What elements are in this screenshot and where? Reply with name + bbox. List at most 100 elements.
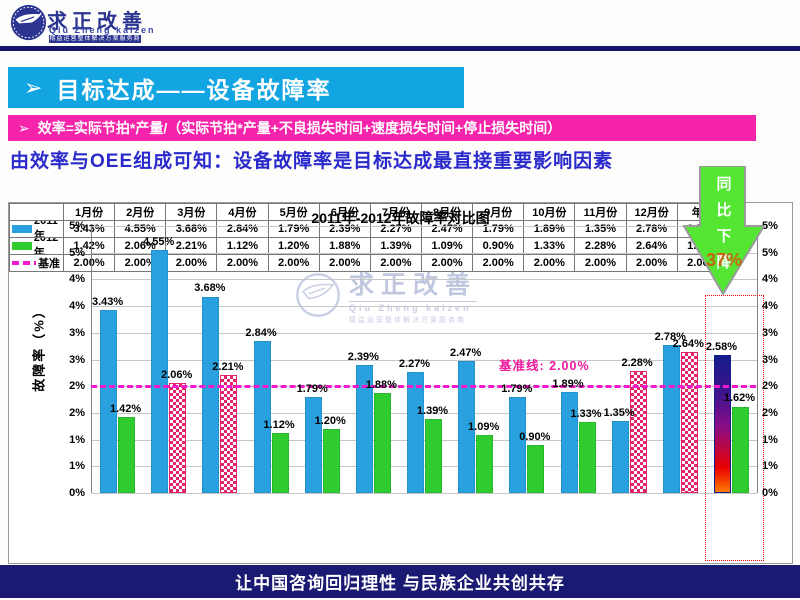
gridline xyxy=(92,359,757,361)
bar-label: 2.28% xyxy=(621,357,653,370)
bar-label: 2.21% xyxy=(212,360,244,373)
y-tick-label: 5% xyxy=(69,220,85,232)
header-divider xyxy=(0,46,800,51)
watermark-pinyin: Qiu Zheng kaizen xyxy=(349,301,478,313)
bar-2011-11月份 xyxy=(611,420,629,493)
legend-row-label: 基准 xyxy=(10,255,64,272)
bar-label: 2.06% xyxy=(161,368,193,381)
y-tick-label: 4% xyxy=(762,300,778,313)
table-cell: 9月份 xyxy=(473,204,525,221)
bar-2011-7月份 xyxy=(407,371,424,493)
table-cell: 1.42% xyxy=(64,238,116,255)
y-tick-label: 3% xyxy=(762,353,778,366)
table-cell: 2月份 xyxy=(115,204,167,221)
callout-value: 37% xyxy=(705,250,743,270)
table-cell: 0.90% xyxy=(473,238,525,255)
table-cell: 2.00% xyxy=(268,255,320,272)
table-cell: 1.33% xyxy=(524,238,576,255)
plot-area xyxy=(91,226,758,494)
bar-2012-1月份 xyxy=(118,417,136,493)
bar-2012-9月份 xyxy=(527,444,545,493)
bar-2011-3月份 xyxy=(202,296,220,493)
y-tick-label: 2% xyxy=(762,406,778,419)
table-cell: 2.00% xyxy=(370,255,422,272)
bar-label: 1.33% xyxy=(570,407,602,420)
chart-title: 2011年-2012年故障率对比图 xyxy=(311,210,490,226)
baseline-dashed-line xyxy=(91,385,756,389)
slide-title-bar: ➢ 目标达成——设备故障率 xyxy=(8,67,464,108)
table-cell: 5月份 xyxy=(268,204,320,221)
bar-label: 1.62% xyxy=(723,392,756,405)
bar-label: 1.79% xyxy=(296,383,328,396)
bar-label: 1.12% xyxy=(263,419,295,432)
y-tick-label: 2% xyxy=(762,380,778,393)
y-axis-title: 故障率（%） xyxy=(31,303,47,392)
table-cell: 3月份 xyxy=(166,204,218,221)
annual-highlight-box xyxy=(705,295,764,561)
arrow-bullet-icon: ➢ xyxy=(24,74,43,100)
company-pinyin: Qiu Zheng kaizen xyxy=(49,25,156,35)
table-cell: 2.00% xyxy=(421,255,474,272)
legend-row-label: 2012年 xyxy=(10,238,64,255)
table-cell: 2.28% xyxy=(575,238,627,255)
arrow-bullet-icon: ➢ xyxy=(18,119,30,136)
watermark: 求正改善 Qiu Zheng kaizen 精益运营整体解决方案服务商 xyxy=(295,265,525,325)
bar-label: 2.58% xyxy=(705,341,738,354)
bar-label: 2.39% xyxy=(347,351,379,364)
table-cell: 1月份 xyxy=(64,204,116,221)
company-name: 求正改善 xyxy=(47,11,147,33)
bar-2012-2月份 xyxy=(169,383,187,493)
bar-2012-3月份 xyxy=(220,375,238,493)
gridline xyxy=(92,466,757,468)
bar-label: 2.27% xyxy=(398,357,431,370)
y-tick-label: 0% xyxy=(762,487,778,499)
bar-label: 1.39% xyxy=(416,404,449,417)
watermark-cn: 求正改善 xyxy=(349,271,478,299)
bar-2011-4月份 xyxy=(253,341,271,493)
bar-label: 1.35% xyxy=(603,406,635,419)
gridline xyxy=(92,306,757,308)
table-cell: 2.00% xyxy=(166,255,218,272)
bar-2012-10月份 xyxy=(578,422,596,493)
y-tick-label: 4% xyxy=(762,273,778,286)
bar-2012-5月份 xyxy=(322,428,340,493)
y-tick-label: 5% xyxy=(762,246,778,259)
table-cell: 1.88% xyxy=(319,238,371,255)
bar-label: 3.43% xyxy=(91,295,124,308)
gridline xyxy=(92,412,757,414)
bar-label: 1.79% xyxy=(501,383,533,396)
bar-2012-年度 xyxy=(731,406,749,493)
legend-key-icon xyxy=(12,261,36,265)
baseline-label: 基准线: 2.00% xyxy=(499,359,590,373)
table-cell: 2.06% xyxy=(115,238,167,255)
gridline xyxy=(92,439,757,441)
bar-label: 1.09% xyxy=(468,420,500,433)
bar-label: 2.47% xyxy=(450,347,482,360)
legend-key-icon xyxy=(12,242,32,250)
bar-2012-4月份 xyxy=(271,433,289,493)
gridline xyxy=(92,493,757,494)
y-tick-label: 5% xyxy=(69,246,85,259)
table-cell: 2.00% xyxy=(575,255,627,272)
bar-2011-10月份 xyxy=(560,392,578,493)
table-cell: 2.21% xyxy=(166,238,218,255)
bar-2011-年度 xyxy=(713,355,731,493)
bar-2011-12月份 xyxy=(662,344,680,493)
chart-panel: 2011年-2012年故障率对比图 故障率（%） 求正改善 Qiu Zheng … xyxy=(8,202,793,564)
bar-label: 1.88% xyxy=(365,378,397,391)
bar-2012-6月份 xyxy=(373,392,391,493)
table-cell: 10月份 xyxy=(524,204,576,221)
bar-label: 2.64% xyxy=(672,338,704,351)
watermark-logo-icon xyxy=(296,273,340,317)
table-cell: 2.00% xyxy=(319,255,371,272)
y-tick-label: 1% xyxy=(762,460,778,473)
table-cell: 1.12% xyxy=(217,238,269,255)
bar-2011-1月份 xyxy=(100,309,118,493)
bar-label: 3.68% xyxy=(194,282,226,295)
table-cell: 7月份 xyxy=(370,204,422,221)
table-cell: 11月份 xyxy=(575,204,627,221)
bar-label: 2.84% xyxy=(245,327,277,340)
bar-2011-6月份 xyxy=(355,365,373,493)
y-tick-label: 2% xyxy=(69,406,85,419)
slide-title: 目标达成——设备故障率 xyxy=(56,76,332,103)
